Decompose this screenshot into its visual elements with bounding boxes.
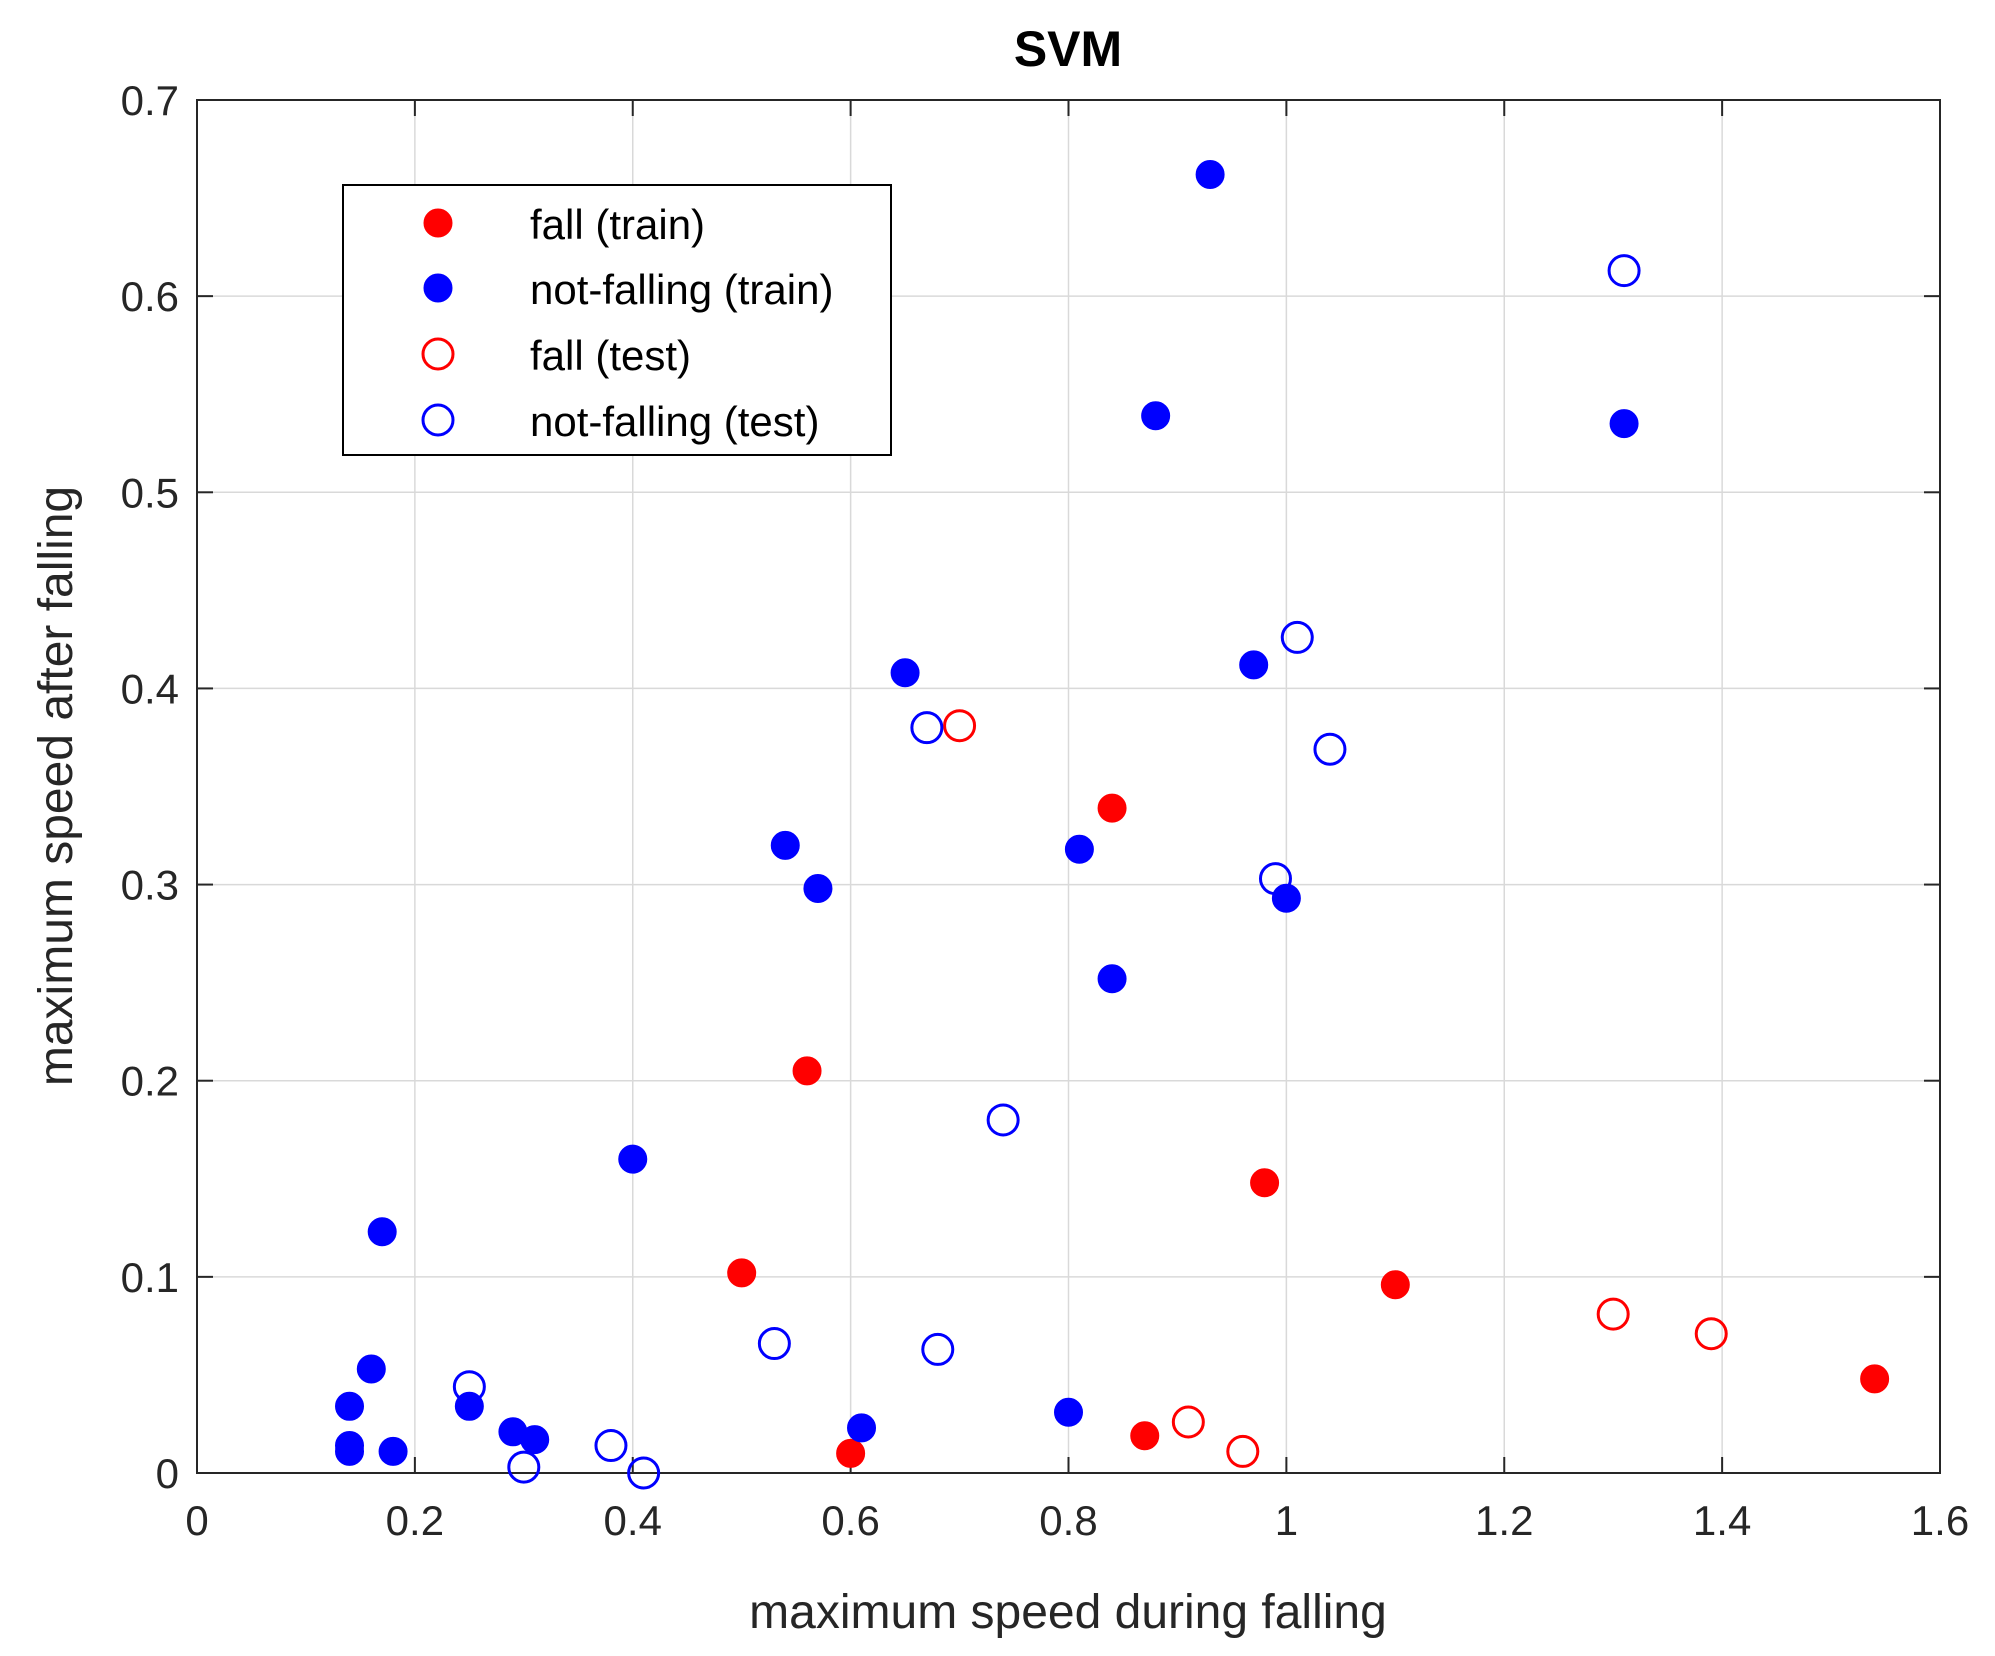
data-point-not-falling-test xyxy=(452,1370,486,1404)
data-point-not-falling-train xyxy=(335,1391,365,1421)
x-tick-label: 0.2 xyxy=(386,1497,444,1544)
data-point-not-falling-train xyxy=(1064,834,1094,864)
data-point-not-falling-train xyxy=(520,1425,550,1455)
data-point-not-falling-test xyxy=(910,711,944,745)
x-axis-label: maximum speed during falling xyxy=(749,1586,1387,1639)
x-tick-label: 0 xyxy=(185,1497,208,1544)
data-point-not-falling-train xyxy=(770,830,800,860)
y-tick-label: 0.1 xyxy=(121,1254,179,1301)
data-point-not-falling-test xyxy=(1607,254,1641,288)
data-point-not-falling-test xyxy=(1280,620,1314,654)
legend-label-not-falling-test: not-falling (test) xyxy=(530,398,819,445)
data-point-not-falling-train xyxy=(1271,883,1301,913)
data-point-not-falling-train xyxy=(378,1436,408,1466)
legend-label-fall-test: fall (test) xyxy=(530,332,691,379)
data-point-not-falling-train xyxy=(1239,650,1269,680)
data-point-not-falling-test xyxy=(627,1456,661,1490)
legend-marker-fall-train xyxy=(423,208,453,238)
data-point-fall-train xyxy=(1860,1364,1890,1394)
data-point-fall-test xyxy=(1694,1317,1728,1351)
data-point-fall-test xyxy=(1226,1434,1260,1468)
data-point-fall-train xyxy=(836,1438,866,1468)
data-point-not-falling-train xyxy=(847,1413,877,1443)
data-point-fall-test xyxy=(1596,1297,1630,1331)
legend-marker-not-falling-test xyxy=(421,403,455,437)
x-tick-label: 1.4 xyxy=(1693,1497,1751,1544)
y-tick-label: 0.5 xyxy=(121,469,179,516)
chart-title: SVM xyxy=(1014,21,1122,77)
data-point-fall-train xyxy=(1097,793,1127,823)
ticks: 0 0.2 0.4 0.6 0.8 1 1.2 1.4 1.6 0 0.1 0.2 0.3 0.4 0.5 0… xyxy=(121,77,1970,1544)
data-point-fall-train xyxy=(1250,1168,1280,1198)
x-tick-label: 1.2 xyxy=(1475,1497,1533,1544)
data-point-not-falling-test xyxy=(921,1332,955,1366)
data-point-not-falling-train xyxy=(367,1217,397,1247)
series-fall-test xyxy=(943,709,1728,1468)
data-point-not-falling-train xyxy=(803,873,833,903)
data-point-not-falling-train xyxy=(1195,160,1225,190)
data-point-not-falling-train xyxy=(618,1144,648,1174)
data-point-not-falling-test xyxy=(1313,732,1347,766)
y-tick-label: 0.2 xyxy=(121,1058,179,1105)
x-tick-label: 0.6 xyxy=(821,1497,879,1544)
legend-label-not-falling-train: not-falling (train) xyxy=(530,266,833,313)
data-point-fall-train xyxy=(1380,1270,1410,1300)
legend-marker-not-falling-train xyxy=(423,273,453,303)
data-point-not-falling-test xyxy=(507,1450,541,1484)
x-tick-label: 0.8 xyxy=(1039,1497,1097,1544)
series-not-falling-test xyxy=(452,254,1641,1490)
data-point-not-falling-train xyxy=(356,1354,386,1384)
series-not-falling-train xyxy=(335,160,1639,1466)
y-tick-label: 0.7 xyxy=(121,77,179,124)
x-tick-label: 1 xyxy=(1275,1497,1298,1544)
data-points xyxy=(335,160,1890,1490)
data-point-not-falling-test xyxy=(1258,862,1292,896)
data-point-not-falling-train xyxy=(1097,964,1127,994)
y-tick-label: 0 xyxy=(156,1450,179,1497)
y-tick-label: 0.6 xyxy=(121,273,179,320)
data-point-not-falling-train xyxy=(1141,401,1171,431)
data-point-not-falling-test xyxy=(757,1327,791,1361)
legend-marker-fall-test xyxy=(421,337,455,371)
data-point-not-falling-train xyxy=(890,658,920,688)
data-point-fall-train xyxy=(727,1258,757,1288)
x-tick-label: 0.4 xyxy=(604,1497,662,1544)
y-tick-label: 0.3 xyxy=(121,862,179,909)
x-tick-label: 1.6 xyxy=(1911,1497,1969,1544)
data-point-not-falling-test xyxy=(594,1429,628,1463)
data-point-not-falling-train xyxy=(1054,1397,1083,1427)
legend-label-fall-train: fall (train) xyxy=(530,201,705,248)
series-fall-train xyxy=(727,793,1890,1468)
data-point-fall-test xyxy=(943,709,977,743)
data-point-fall-train xyxy=(792,1056,822,1086)
y-tick-label: 0.4 xyxy=(121,665,179,712)
data-point-fall-train xyxy=(1130,1421,1160,1451)
y-axis-label: maximum speed after falling xyxy=(30,486,83,1086)
data-point-fall-test xyxy=(1171,1405,1205,1439)
data-point-not-falling-test xyxy=(986,1103,1020,1137)
data-point-not-falling-train xyxy=(1609,409,1639,439)
legend: fall (train) not-falling (train) fall (tes… xyxy=(342,184,892,456)
data-point-not-falling-train xyxy=(335,1436,365,1466)
